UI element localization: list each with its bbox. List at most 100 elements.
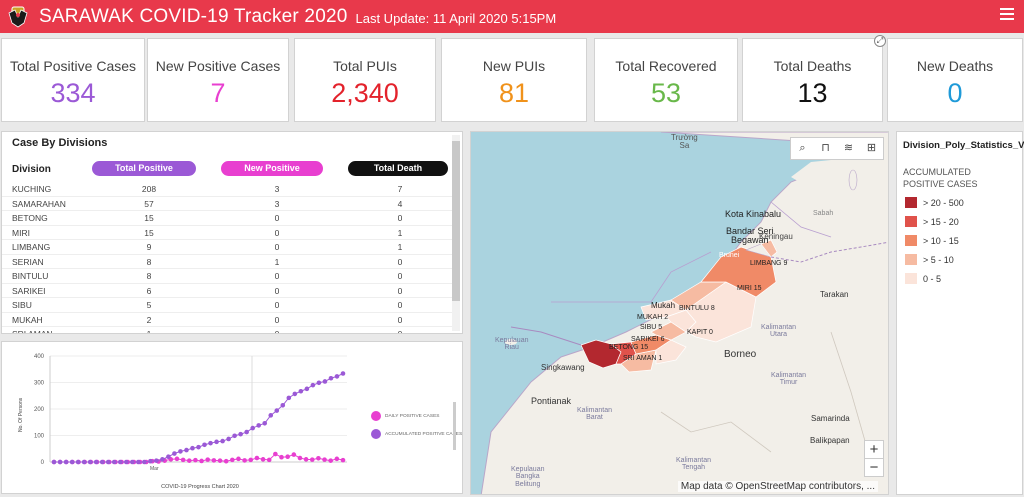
column-header-total-death: Total Death: [348, 161, 448, 176]
table-row: SAMARAHAN 57 3 4: [2, 197, 452, 211]
cell-death: 0: [397, 314, 403, 325]
map-place-label: Tarakan: [820, 290, 849, 299]
column-header-new-positive: New Positive: [221, 161, 323, 176]
data-point: [250, 425, 255, 431]
map-place-label: Mukah: [651, 301, 676, 310]
cell-new: 1: [274, 256, 280, 267]
cell-total: 5: [146, 300, 152, 310]
legend-label: > 15 - 20: [923, 216, 959, 227]
chart-title: COVID-19 Progress Chart 2020: [161, 484, 239, 490]
cell-division: LIMBANG: [12, 242, 51, 252]
map-place-label: Brunei: [719, 252, 740, 259]
data-point: [310, 382, 316, 388]
data-point: [279, 454, 284, 460]
map-place-label: Balikpapan: [810, 436, 850, 445]
kpi-card-new-positive-cases: New Positive Cases 7: [147, 38, 289, 122]
data-point: [166, 454, 171, 459]
map-bookmark-icon[interactable]: ⊓: [821, 142, 830, 154]
zoom-out-button[interactable]: −: [864, 458, 884, 477]
progress-chart: 0 100 200 300 400 Mar No. Of Persons COVID-19 P…: [18, 354, 462, 490]
data-point: [190, 445, 195, 451]
cell-new: 0: [274, 314, 280, 325]
map-place-label: BETONG 15: [609, 344, 649, 351]
data-point: [186, 458, 192, 463]
data-point: [334, 456, 340, 462]
data-point: [286, 395, 292, 401]
table-row: KUCHING 208 3 7: [2, 182, 452, 197]
cell-death: 4: [397, 198, 403, 209]
legend-swatch: [905, 216, 917, 227]
cell-division: MUKAH: [12, 314, 43, 325]
table-row: SIBU 5 0 0: [2, 298, 452, 313]
expand-icon[interactable]: ⤢: [874, 35, 886, 47]
progress-chart-panel: 0 100 200 300 400 Mar No. Of Persons COVID-19 P…: [1, 341, 463, 494]
zoom-in-button[interactable]: +: [864, 440, 884, 459]
data-point: [316, 380, 322, 386]
kpi-card-total-deaths: Total Deaths 13: [742, 38, 883, 122]
cell-death: 0: [397, 300, 403, 310]
cell-death: 0: [397, 285, 403, 296]
cell-division: MIRI: [12, 227, 30, 238]
map-layers-icon[interactable]: ≋: [843, 142, 854, 154]
map-place-label: SRI AMAN 1: [623, 355, 663, 362]
data-point: [208, 440, 213, 446]
data-point: [254, 455, 260, 461]
table-row: BINTULU 8 0 0: [2, 269, 452, 284]
data-point: [205, 457, 211, 462]
cell-total: 208: [141, 184, 157, 194]
kpi-card-new-deaths: New Deaths 0: [887, 38, 1023, 122]
data-point: [193, 457, 198, 463]
legend-title: Division_Poly_Statistics_V5: [903, 140, 1024, 151]
table-scroll-thumb[interactable]: [452, 141, 460, 301]
cell-death: 0: [397, 213, 403, 223]
data-point: [238, 431, 243, 437]
cell-new: 0: [274, 285, 280, 296]
cell-new: 0: [274, 271, 280, 281]
data-point: [328, 375, 334, 381]
map-place-label: Borneo: [724, 349, 757, 360]
legend-label: ACCUMULATED POSITIVE CASES: [385, 431, 462, 437]
hamburger-menu-icon[interactable]: [1000, 8, 1014, 22]
data-point: [223, 458, 229, 464]
y-tick-label: 300: [34, 381, 45, 387]
table-row: SERIAN 8 1 0: [2, 255, 452, 269]
map-place-label: Kepulauan Riau: [495, 337, 529, 352]
cell-death: 1: [397, 242, 403, 252]
data-point: [334, 374, 340, 379]
data-point: [87, 459, 93, 465]
data-point: [129, 459, 135, 465]
table-row: LIMBANG 9 0 1: [2, 240, 452, 255]
y-tick-label: 400: [34, 354, 45, 360]
division-limbang: [760, 239, 778, 258]
data-point: [123, 459, 129, 465]
data-point: [196, 444, 201, 450]
table-row: SARIKEI 6 0 0: [2, 284, 452, 298]
cell-division: BINTULU: [12, 271, 49, 281]
data-point: [199, 458, 204, 464]
data-point: [266, 457, 272, 463]
cell-death: 0: [397, 271, 403, 281]
map-panel[interactable]: Trường Sa Sabah Kota Kinabalu Bandar Seri B…: [470, 131, 889, 495]
table-scrollbar[interactable]: [452, 135, 460, 331]
kpi-card-total-puis: Total PUIs 2,340: [294, 38, 436, 122]
division-sri-aman: [655, 339, 687, 365]
y-tick-label: 100: [34, 434, 45, 440]
data-point: [274, 408, 280, 413]
data-point: [328, 458, 334, 463]
map-qr-icon[interactable]: ⊞: [866, 142, 877, 154]
map-search-icon[interactable]: ⌕: [799, 142, 806, 154]
map-place-label: MUKAH 2: [637, 314, 669, 321]
legend-subtitle: ACCUMULATED POSITIVE CASES: [903, 167, 978, 189]
cell-division: SRI AMAN: [12, 329, 53, 334]
data-point: [69, 459, 75, 465]
cell-total: 1: [146, 329, 152, 334]
map-attribution[interactable]: Map data © OpenStreetMap contributors, .…: [677, 481, 878, 492]
data-point: [298, 388, 304, 394]
data-point: [174, 456, 180, 462]
map-place-label: MIRI 15: [737, 285, 762, 292]
cell-total: 6: [146, 285, 152, 296]
column-header-division: Division: [12, 164, 51, 175]
data-point: [260, 457, 266, 462]
table-body: KUCHING 208 3 7 SAMARAHAN 57 3 4 BETONG 15 0 0 MIRI 1…: [2, 182, 452, 334]
kpi-label: Total PUIs: [333, 58, 397, 74]
